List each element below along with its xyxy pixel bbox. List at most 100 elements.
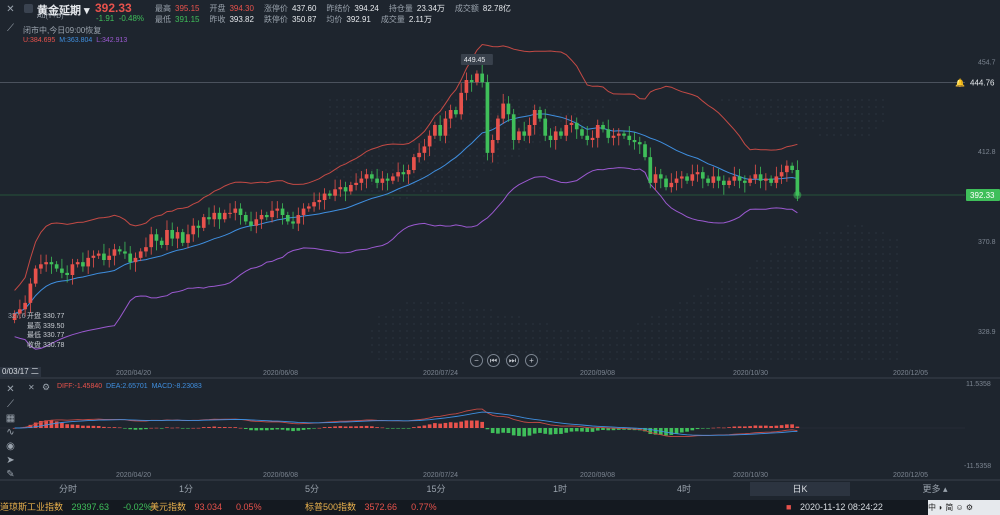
map-dot [455,337,457,339]
map-dot [791,330,793,332]
map-dot [840,344,842,346]
map-dot [350,176,352,178]
symbol-title[interactable]: 黄金延期 [37,5,81,17]
tab-period[interactable]: 1分 [178,484,193,494]
map-dot [679,309,681,311]
tab-period[interactable]: 日K [750,482,850,496]
candle-body [28,283,33,303]
map-dot [868,316,870,318]
macd-close-icon[interactable]: ✕ [6,384,15,395]
map-dot [539,351,541,353]
map-dot [427,351,429,353]
step-back-icon[interactable]: ⏮ [487,354,500,367]
macd-bar [464,420,469,428]
map-dot [623,337,625,339]
tab-period[interactable]: 分时 [58,484,77,494]
map-dot [840,260,842,262]
cursor-icon[interactable]: ➤ [6,455,15,466]
ticker-value: 93.034 [192,502,223,512]
map-dot [406,190,408,192]
magnet-icon[interactable]: ◉ [6,441,15,452]
tab-period[interactable]: 15分 [426,484,446,494]
map-dot [490,155,492,157]
map-dot [343,148,345,150]
zoom-out-icon[interactable]: − [470,354,483,367]
step-forward-icon[interactable]: ⏭ [506,354,519,367]
map-dot [399,120,401,122]
map-dot [371,134,373,136]
map-dot [749,330,751,332]
map-dot [868,309,870,311]
stats-row-2: 最低 391.15 昨收 393.82 跌停价 350.87 均价 392.91 成交量 2.11… [155,14,442,25]
map-dot [441,337,443,339]
map-dot [854,120,856,122]
map-dot [329,134,331,136]
chevron-down-icon[interactable]: ▾ [81,5,90,17]
map-dot [441,309,443,311]
macd-bar [343,426,348,428]
map-dot [693,337,695,339]
map-dot [609,337,611,339]
grid-icon[interactable]: ▦ [5,413,16,424]
map-dot [434,323,436,325]
tab-period[interactable]: 1时 [552,484,567,494]
map-dot [413,302,415,304]
map-dot [336,134,338,136]
map-dot [392,155,394,157]
ticker-item[interactable]: 道琼斯工业指数 29397.63 -0.02% [0,500,152,515]
indicator-line-icon[interactable]: ⟋ [7,399,14,410]
close-icon[interactable]: ✕ [6,4,15,15]
tab-period[interactable]: 5分 [304,484,319,494]
tab-period[interactable]: 4时 [676,484,691,494]
ticker-item[interactable]: 美元指数 93.034 0.05% [150,500,262,515]
map-dot [651,344,653,346]
macd-bar [732,426,737,428]
map-dot [840,134,842,136]
ime-toolbar-icon[interactable]: 中 ◗ 简 ☺ ⚙ [928,500,1000,515]
macd-bar [138,428,143,430]
map-dot [791,351,793,353]
map-dot [427,183,429,185]
map-dot [392,316,394,318]
macd-gear-icon[interactable]: ⚙ [42,382,51,392]
map-dot [784,337,786,339]
map-dot [525,113,527,115]
map-dot [889,358,891,360]
tab-period[interactable]: 更多 ▴ [922,484,948,494]
map-dot [609,330,611,332]
pencil-icon[interactable]: ✎ [6,469,15,480]
macd-tick-label: 11.5358 [966,381,991,388]
macd-bar [96,425,101,428]
map-dot [448,351,450,353]
map-dot [833,323,835,325]
map-dot [672,330,674,332]
draw-line-icon[interactable]: ⟋ [7,23,14,34]
map-dot [448,141,450,143]
map-dot [455,183,457,185]
macd-settings-icon[interactable]: ✕ [28,383,35,392]
map-dot [448,344,450,346]
map-dot [861,351,863,353]
map-dot [399,141,401,143]
candle-body [443,118,448,136]
map-dot [385,127,387,129]
map-dot [462,344,464,346]
map-dot [749,337,751,339]
map-dot [462,302,464,304]
map-dot [427,358,429,360]
candle-body [485,82,490,153]
candle-body [243,215,248,222]
map-dot [539,134,541,136]
map-dot [441,344,443,346]
map-dot [840,358,842,360]
ticker-item[interactable]: 标普500指数 3572.66 0.77% [305,500,437,515]
symbol-name[interactable]: 黄金延期 ▾ [37,2,90,18]
map-dot [490,309,492,311]
zoom-in-icon[interactable]: + [525,354,538,367]
map-dot [574,337,576,339]
map-dot [490,169,492,171]
map-dot [413,141,415,143]
map-dot [721,351,723,353]
trend-icon[interactable]: ∿ [6,427,15,438]
